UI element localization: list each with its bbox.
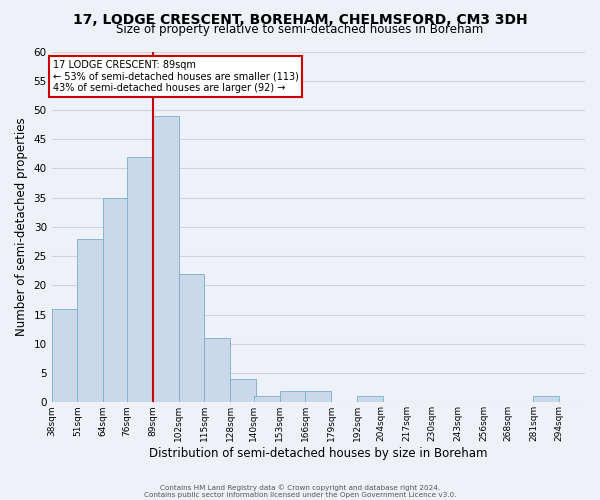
Text: 17 LODGE CRESCENT: 89sqm
← 53% of semi-detached houses are smaller (113)
43% of : 17 LODGE CRESCENT: 89sqm ← 53% of semi-d… [53,60,299,94]
Bar [52,308,77,402]
Bar [280,390,305,402]
Bar [153,116,179,403]
Bar [254,396,280,402]
Y-axis label: Number of semi-detached properties: Number of semi-detached properties [15,118,28,336]
Text: 17, LODGE CRESCENT, BOREHAM, CHELMSFORD, CM3 3DH: 17, LODGE CRESCENT, BOREHAM, CHELMSFORD,… [73,12,527,26]
Text: Contains HM Land Registry data © Crown copyright and database right 2024.: Contains HM Land Registry data © Crown c… [160,484,440,491]
Bar [230,379,256,402]
Bar [357,396,383,402]
X-axis label: Distribution of semi-detached houses by size in Boreham: Distribution of semi-detached houses by … [149,447,488,460]
Bar [205,338,230,402]
Bar [305,390,331,402]
Text: Size of property relative to semi-detached houses in Boreham: Size of property relative to semi-detach… [116,22,484,36]
Bar [103,198,129,402]
Bar [533,396,559,402]
Bar [127,156,153,402]
Text: Contains public sector information licensed under the Open Government Licence v3: Contains public sector information licen… [144,492,456,498]
Bar [179,274,205,402]
Bar [77,238,103,402]
